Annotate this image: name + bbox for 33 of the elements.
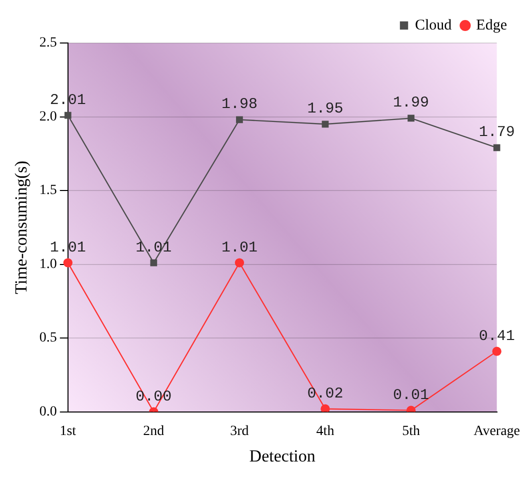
y-tick-label: 1.5 [39, 183, 57, 198]
legend-label: Edge [476, 17, 508, 34]
data-label: 0.41 [478, 328, 515, 345]
y-tick-label: 2.0 [39, 109, 57, 124]
y-tick-label: 1.0 [39, 256, 57, 272]
data-label: 0.01 [393, 386, 430, 404]
point [492, 346, 502, 356]
point [234, 258, 244, 268]
y-axis-title: Time-consuming(s) [12, 160, 31, 294]
data-label: 1.99 [393, 94, 430, 112]
data-label: 1.95 [307, 100, 344, 118]
x-tick-label: 2nd [143, 424, 164, 439]
point [150, 259, 158, 266]
x-tick-label: 1st [60, 424, 76, 439]
data-label: 1.01 [221, 239, 258, 256]
data-label: 1.98 [221, 96, 258, 114]
y-tick-label: 0.5 [39, 330, 57, 346]
legend-label: Cloud [415, 17, 452, 34]
x-tick-label: 3rd [230, 424, 249, 439]
point [320, 404, 330, 412]
y-tick-label: 0.0 [39, 404, 57, 420]
point [322, 120, 329, 128]
x-axis-title: Detection [249, 446, 316, 466]
data-label: 1.79 [478, 124, 515, 142]
point [236, 116, 243, 124]
x-tick-label: 5th [402, 424, 420, 439]
point [408, 114, 414, 122]
point [493, 144, 500, 152]
point [63, 258, 72, 268]
point [64, 112, 72, 119]
y-tick-label: 2.5 [39, 36, 57, 51]
x-tick-label: 4th [316, 424, 334, 439]
x-tick-label: Average [474, 424, 520, 439]
